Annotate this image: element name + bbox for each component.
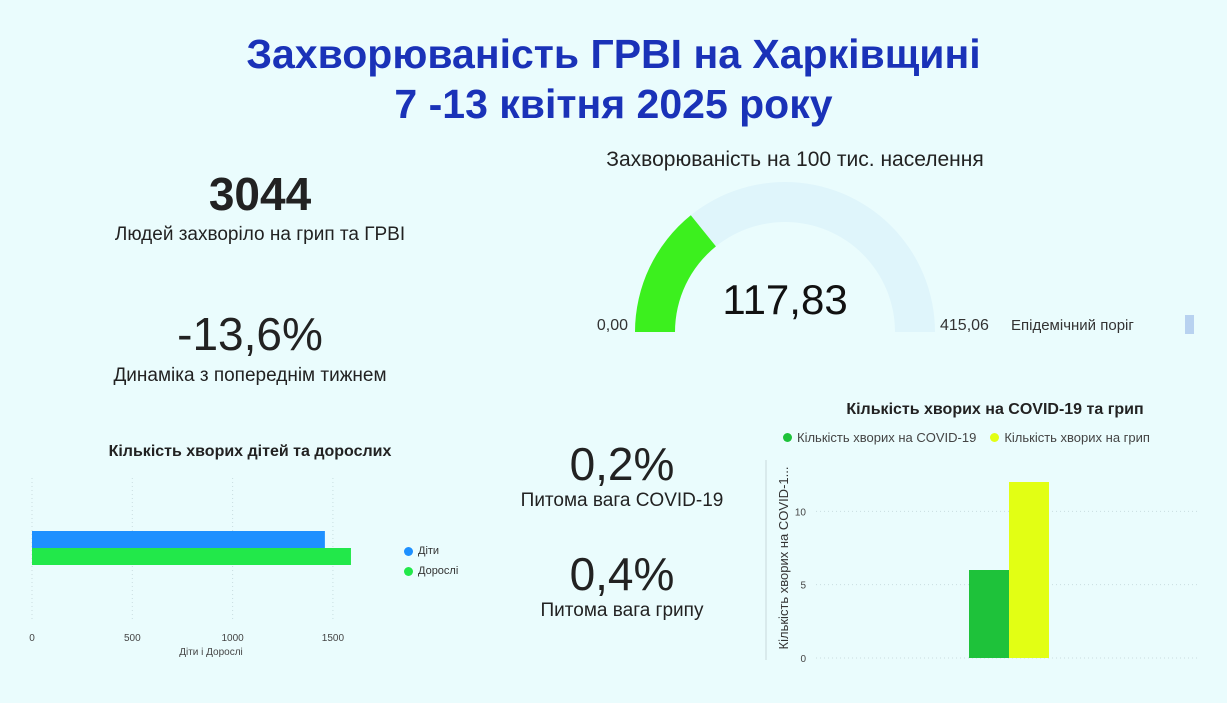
cf-bar-covid: [969, 570, 1009, 658]
cf-y-tick-label: 10: [795, 507, 807, 518]
legend-children-dot: [404, 546, 413, 556]
cf-bar-flu: [1009, 482, 1049, 658]
age-x-tick-label: 1000: [221, 633, 244, 644]
age-chart-title: Кількість хворих дітей та дорослих: [108, 443, 392, 460]
legend-adults-dot: [404, 566, 413, 576]
age-bar-adults: [32, 548, 351, 565]
page-title-line1: Захворюваність ГРВІ на Харківщині: [246, 31, 981, 77]
gauge-track: [635, 182, 935, 332]
legend-children-label: Діти: [418, 545, 440, 557]
total-cases-value: 3044: [208, 168, 312, 220]
flu-share-label: Питома вага грипу: [540, 600, 704, 621]
age-bar-chart: 0 500 1000 1500 Діти і Дорослі: [29, 478, 351, 658]
gauge-target-label: Епідемічний поріг: [1011, 317, 1134, 334]
gauge-value: 117,83: [722, 276, 847, 323]
covid-flu-y-axis-label: Кількість хворих на COVID-1...: [776, 467, 791, 650]
age-bar-children: [32, 531, 325, 548]
legend-covid-dot: [783, 433, 792, 442]
age-x-axis-label: Діти і Дорослі: [179, 647, 243, 658]
covid-flu-chart-title: Кількість хворих на COVID-19 та грип: [846, 401, 1144, 418]
covid-share-value: 0,2%: [569, 438, 675, 490]
legend-covid: Кількість хворих на COVID-19: [783, 430, 976, 445]
gauge-target-marker: [1185, 315, 1194, 334]
legend-flu: Кількість хворих на грип: [990, 430, 1150, 445]
legend-covid-label: Кількість хворих на COVID-19: [797, 430, 977, 445]
gauge-title: Захворюваність на 100 тис. населення: [606, 148, 984, 171]
dynamics-label: Динаміка з попереднім тижнем: [113, 365, 387, 386]
legend-children: Діти: [404, 545, 458, 557]
legend-adults: Дорослі: [404, 565, 458, 577]
gauge-max-label: 415,06: [940, 317, 989, 334]
gauge-fill: [635, 215, 716, 332]
dynamics-value: -13,6%: [177, 308, 323, 360]
age-x-tick-label: 0: [29, 633, 35, 644]
gauge-chart: 117,83 0,00 415,06 Епідемічний поріг: [597, 182, 1194, 334]
cf-y-tick-label: 5: [800, 581, 806, 592]
covid-flu-bar-chart: Кількість хворих на COVID-1... 0 5 10: [765, 460, 1200, 665]
covid-share-label: Питома вага COVID-19: [520, 490, 724, 511]
age-x-tick-label: 500: [124, 633, 141, 644]
legend-flu-dot: [990, 433, 1000, 442]
age-x-tick-label: 1500: [322, 633, 345, 644]
total-cases-label: Людей захворіло на грип та ГРВІ: [114, 224, 406, 245]
page-title-line2: 7 -13 квітня 2025 року: [394, 81, 833, 127]
legend-flu-label: Кількість хворих на грип: [1004, 430, 1150, 445]
flu-share-value: 0,4%: [569, 548, 675, 600]
legend-adults-label: Дорослі: [418, 565, 459, 577]
gauge-min-label: 0,00: [597, 317, 628, 334]
cf-y-tick-label: 0: [800, 654, 806, 665]
